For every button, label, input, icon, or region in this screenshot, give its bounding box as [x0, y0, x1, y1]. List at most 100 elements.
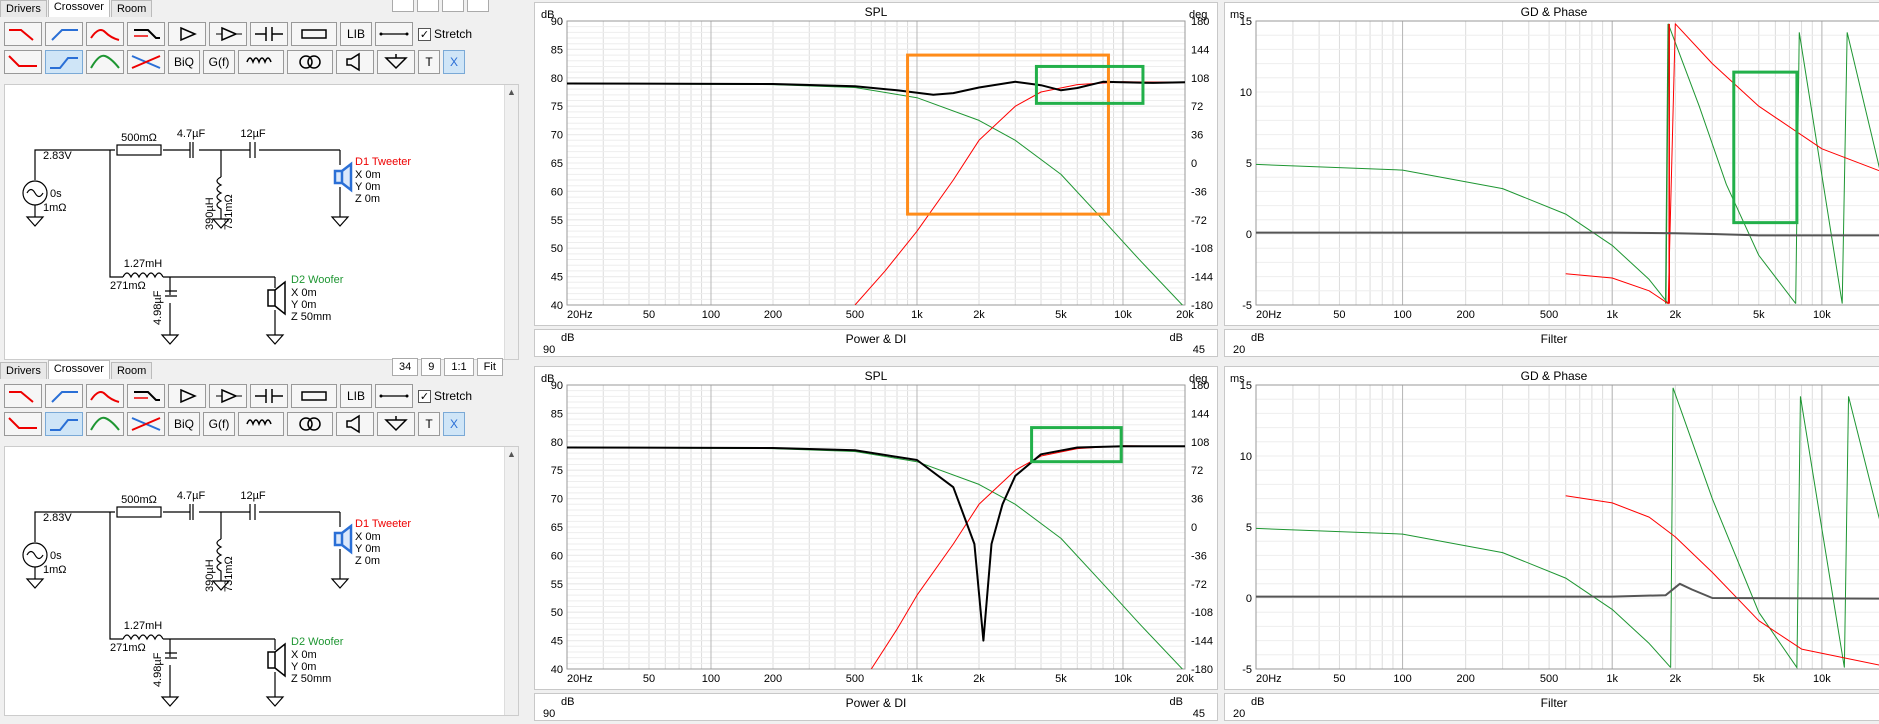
lib-button[interactable]: LIB: [340, 22, 372, 46]
tweeter-speaker-icon[interactable]: [333, 161, 353, 193]
ground-button[interactable]: [377, 412, 415, 436]
vertical-scrollbar[interactable]: ▲: [504, 85, 518, 359]
highpass-button[interactable]: [4, 22, 42, 46]
tab-crossover[interactable]: Crossover: [47, 360, 110, 379]
tab-drivers[interactable]: Drivers: [0, 362, 47, 379]
tab-room[interactable]: Room: [110, 0, 153, 17]
lowpass-red-button[interactable]: [4, 412, 42, 436]
wire-button[interactable]: [375, 22, 413, 46]
x-tick-label: 50: [643, 309, 655, 321]
scroll-up-icon[interactable]: ▲: [507, 449, 516, 459]
bandpass-red-button[interactable]: [86, 384, 124, 408]
notch-icon: [134, 29, 160, 39]
zoom-b-box[interactable]: 9: [421, 358, 442, 376]
gf-button[interactable]: G(f): [203, 412, 235, 436]
lib-button[interactable]: LIB: [340, 384, 372, 408]
text-button[interactable]: T: [418, 50, 440, 74]
delete-button[interactable]: X: [443, 412, 465, 436]
ground-button[interactable]: [377, 50, 415, 74]
stretch-toggle[interactable]: ✓ Stretch: [418, 27, 472, 41]
speaker-button[interactable]: [336, 412, 374, 436]
notch-button[interactable]: [127, 384, 165, 408]
notch-button[interactable]: [127, 22, 165, 46]
bandpass-green-button[interactable]: [86, 50, 124, 74]
resistor-button[interactable]: [291, 384, 337, 408]
c2-label: 12µF: [240, 128, 266, 140]
x-tick-label: 20k: [1176, 309, 1194, 321]
crossover-x-button[interactable]: [127, 50, 165, 74]
spl-plot-top[interactable]: SPL dB 90 85 80 75 70 65 60 55 50 45 40 deg 180 144 108 7…: [534, 2, 1218, 326]
speaker-button[interactable]: [336, 50, 374, 74]
wire-button[interactable]: [375, 384, 413, 408]
gf-button[interactable]: G(f): [203, 50, 235, 74]
zoom-b-box[interactable]: [417, 0, 439, 12]
capacitor-button[interactable]: [250, 22, 288, 46]
x-tick-label: 2k: [1670, 309, 1682, 321]
inductor-button[interactable]: [238, 50, 284, 74]
inductor-button[interactable]: [238, 412, 284, 436]
x-tick-label: 20Hz: [1256, 309, 1282, 321]
highpass-blue-button[interactable]: [45, 384, 83, 408]
highpass-blue-button[interactable]: [45, 22, 83, 46]
zoom-fit-box[interactable]: [467, 0, 489, 12]
x-tick-label: 10k: [1114, 673, 1132, 685]
woofer-speaker-icon[interactable]: [267, 280, 286, 316]
highpass-step-button[interactable]: [45, 50, 83, 74]
y-tick-label: 60: [551, 550, 563, 562]
buffer-button[interactable]: [168, 22, 206, 46]
delete-button[interactable]: X: [443, 50, 465, 74]
resistor-button[interactable]: [291, 22, 337, 46]
bandpass-red-button[interactable]: [86, 22, 124, 46]
zoom-a-box[interactable]: [392, 0, 414, 12]
text-button[interactable]: T: [418, 412, 440, 436]
schematic-canvas[interactable]: ▲ 2.83V 0s 1mΩ 500mΩ 4.7µF 12µF 390µH 731mΩ D1 Tw…: [4, 446, 519, 716]
highpass-button[interactable]: [4, 384, 42, 408]
highpass-step-button[interactable]: [45, 412, 83, 436]
tab-room[interactable]: Room: [110, 362, 153, 379]
transformer-button[interactable]: [287, 412, 333, 436]
gain-button[interactable]: [209, 22, 247, 46]
x-tick-label: 5k: [1753, 673, 1765, 685]
stretch-checkbox[interactable]: ✓: [418, 389, 431, 403]
stretch-checkbox[interactable]: ✓: [418, 27, 431, 41]
gain-button[interactable]: [209, 384, 247, 408]
biquad-button[interactable]: BiQ: [168, 50, 200, 74]
bandpass-green-button[interactable]: [86, 412, 124, 436]
tab-crossover[interactable]: Crossover: [47, 0, 110, 17]
notch-icon: [134, 391, 160, 401]
transformer-button[interactable]: [287, 50, 333, 74]
lowpass-red-button[interactable]: [4, 50, 42, 74]
woofer-speaker-icon[interactable]: [267, 642, 286, 678]
green-highlight-box: [1034, 64, 1145, 105]
tab-drivers[interactable]: Drivers: [0, 0, 47, 17]
capacitor-button[interactable]: [250, 384, 288, 408]
gd-plot-top[interactable]: GD & Phase ms 15 10 5 0 -5 20Hz 50 100 200 500 1k 2k 5…: [1224, 2, 1879, 326]
x-tick-label: 200: [764, 673, 782, 685]
x-tick-label: 50: [643, 673, 655, 685]
buffer-button[interactable]: [168, 384, 206, 408]
y2-tick-label: -72: [1191, 215, 1207, 227]
spl-plot-bottom[interactable]: SPL dB 90 85 80 75 70 65 60 55 50 45 40 deg 180 144 108 7…: [534, 366, 1218, 690]
gf-button-label: G(f): [208, 55, 230, 69]
schematic-canvas[interactable]: ▲ 2.83V 0s 1mΩ 500mΩ 4.7µF 12µF 390µH 731mΩ D1 Tw…: [4, 84, 519, 360]
biquad-button[interactable]: BiQ: [168, 412, 200, 436]
tweeter-name-label: D1 Tweeter: [355, 518, 411, 530]
stretch-toggle[interactable]: ✓ Stretch: [418, 389, 472, 403]
zoom-a-box[interactable]: 34: [392, 358, 419, 376]
zoom-one-box[interactable]: 1:1: [444, 358, 474, 376]
zoom-controls: 34 9 1:1 Fit: [392, 358, 503, 376]
y-tick-label: 15: [1240, 380, 1252, 392]
zoom-one-box[interactable]: [442, 0, 464, 12]
x-tick-label: 200: [764, 309, 782, 321]
power-di-plot-bottom[interactable]: Power & DI dB 90 dB 45: [534, 693, 1218, 721]
crossover-x-button[interactable]: [127, 412, 165, 436]
scroll-up-icon[interactable]: ▲: [507, 87, 516, 97]
vertical-scrollbar[interactable]: ▲: [504, 447, 518, 715]
source-voltage-label: 2.83V: [43, 150, 72, 162]
filter-plot-top[interactable]: Filter dB 20: [1224, 329, 1879, 357]
tweeter-speaker-icon[interactable]: [333, 523, 353, 555]
filter-plot-bottom[interactable]: Filter dB 20: [1224, 693, 1879, 721]
gd-plot-bottom[interactable]: GD & Phase ms 15 10 5 0 -5 20Hz 50 100 200 500 1k 2k 5…: [1224, 366, 1879, 690]
power-di-plot-top[interactable]: Power & DI dB 90 dB 45: [534, 329, 1218, 357]
zoom-fit-box[interactable]: Fit: [476, 358, 503, 376]
